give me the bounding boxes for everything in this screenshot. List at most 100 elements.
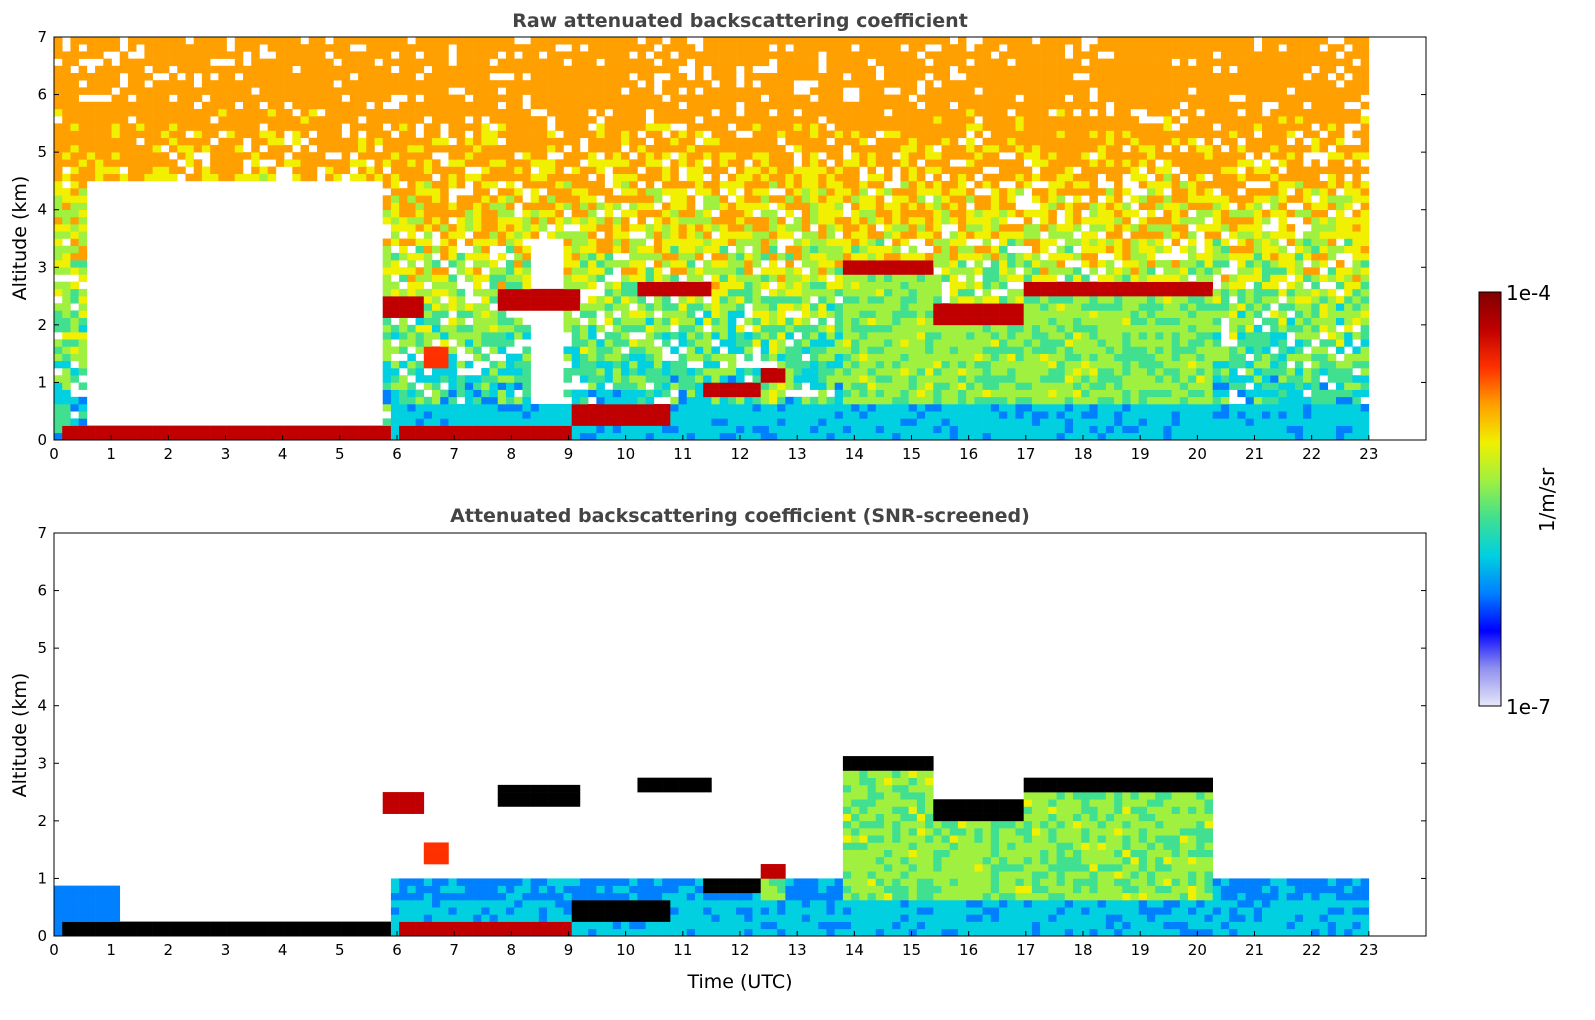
heatmap-cell <box>842 267 852 275</box>
heatmap-cell <box>711 152 720 160</box>
heatmap-cell <box>152 65 162 74</box>
heatmap-cell <box>415 303 425 311</box>
heatmap-cell <box>810 432 819 441</box>
heatmap-cell <box>86 116 96 124</box>
heatmap-cell <box>933 389 942 398</box>
heatmap-cell <box>440 274 449 282</box>
heatmap-cell <box>456 375 466 383</box>
heatmap-cell <box>530 202 540 211</box>
heatmap-cell <box>842 216 852 225</box>
heatmap-cell <box>456 216 466 225</box>
heatmap-cell <box>999 130 1008 139</box>
heatmap-cell <box>473 101 482 110</box>
heatmap-cell <box>686 288 696 297</box>
heatmap-cell <box>1064 310 1074 318</box>
heatmap-cell <box>785 188 794 196</box>
heatmap-cell <box>883 245 893 254</box>
heatmap-cell <box>818 288 827 297</box>
heatmap-cell <box>1040 303 1049 311</box>
heatmap-cell <box>547 44 556 52</box>
heatmap-cell <box>760 317 770 326</box>
heatmap-cell <box>859 411 868 419</box>
heatmap-cell <box>127 159 137 167</box>
heatmap-cell <box>604 130 614 139</box>
heatmap-cell <box>670 310 679 318</box>
heatmap-cell <box>982 202 992 211</box>
heatmap-cell <box>867 296 877 304</box>
heatmap-cell <box>629 274 638 282</box>
heatmap-cell <box>152 123 162 131</box>
heatmap-cell <box>489 231 499 239</box>
heatmap-cell <box>892 245 901 254</box>
heatmap-cell <box>686 216 696 225</box>
heatmap-cell <box>883 123 893 131</box>
heatmap-cell <box>826 94 835 103</box>
heatmap-cell <box>826 238 835 246</box>
heatmap-cell <box>768 267 778 275</box>
heatmap-cell <box>464 80 474 88</box>
heatmap-cell <box>1048 432 1057 441</box>
heatmap-cell <box>752 166 762 175</box>
heatmap-cell <box>662 180 671 189</box>
heatmap-cell <box>834 37 844 45</box>
heatmap-cell <box>234 44 244 52</box>
heatmap-cell <box>522 274 531 282</box>
heatmap-cell <box>448 418 457 426</box>
heatmap-cell <box>522 382 531 390</box>
heatmap-cell <box>358 87 367 95</box>
heatmap-cell <box>456 202 466 211</box>
heatmap-cell <box>1072 404 1082 412</box>
heatmap-cell <box>670 245 679 254</box>
heatmap-cell <box>423 216 433 225</box>
heatmap-cell <box>423 37 433 45</box>
heatmap-cell <box>974 166 983 175</box>
heatmap-cell <box>842 252 852 261</box>
heatmap-cell <box>1007 288 1016 297</box>
heatmap-cell <box>514 274 523 282</box>
heatmap-cell <box>686 368 696 376</box>
heatmap-cell <box>793 123 803 131</box>
heatmap-cell <box>949 94 959 103</box>
heatmap-cell <box>908 339 918 347</box>
heatmap-cell <box>694 339 704 347</box>
heatmap-cell <box>547 65 556 74</box>
heatmap-cell <box>653 108 663 117</box>
heatmap-cell <box>423 94 433 103</box>
heatmap-cell <box>423 51 433 59</box>
heatmap-cell <box>892 65 901 74</box>
heatmap-cell <box>136 144 145 153</box>
heatmap-cell <box>547 288 556 297</box>
heatmap-cell <box>456 195 466 203</box>
heatmap-cell <box>612 72 622 81</box>
heatmap-cell <box>579 310 589 318</box>
heatmap-cell <box>489 65 499 74</box>
heatmap-cell <box>974 425 983 434</box>
heatmap-cell <box>744 382 753 390</box>
heatmap-cell <box>653 267 663 275</box>
heatmap-cell <box>70 166 79 175</box>
heatmap-cell <box>588 209 597 218</box>
heatmap-cell <box>571 288 581 297</box>
heatmap-cell <box>505 296 515 304</box>
heatmap-cell <box>481 37 490 45</box>
heatmap-cell <box>859 116 868 124</box>
heatmap-cell <box>390 202 400 211</box>
heatmap-cell <box>563 195 573 203</box>
heatmap-cell <box>571 324 581 333</box>
heatmap-cell <box>818 346 827 354</box>
heatmap-cell <box>136 159 145 167</box>
heatmap-cell <box>489 166 499 175</box>
heatmap-cell <box>908 80 918 88</box>
heatmap-cell <box>563 37 573 45</box>
heatmap-cell <box>70 396 79 405</box>
heatmap-cell <box>1031 432 1041 441</box>
heatmap-cell <box>563 87 573 95</box>
heatmap-cell <box>382 58 392 67</box>
heatmap-cell <box>629 368 638 376</box>
heatmap-cell <box>62 152 71 160</box>
heatmap-cell <box>218 137 227 146</box>
heatmap-cell <box>432 360 441 369</box>
heatmap-cell <box>514 411 523 419</box>
heatmap-cell <box>867 209 877 218</box>
heatmap-cell <box>243 87 252 95</box>
